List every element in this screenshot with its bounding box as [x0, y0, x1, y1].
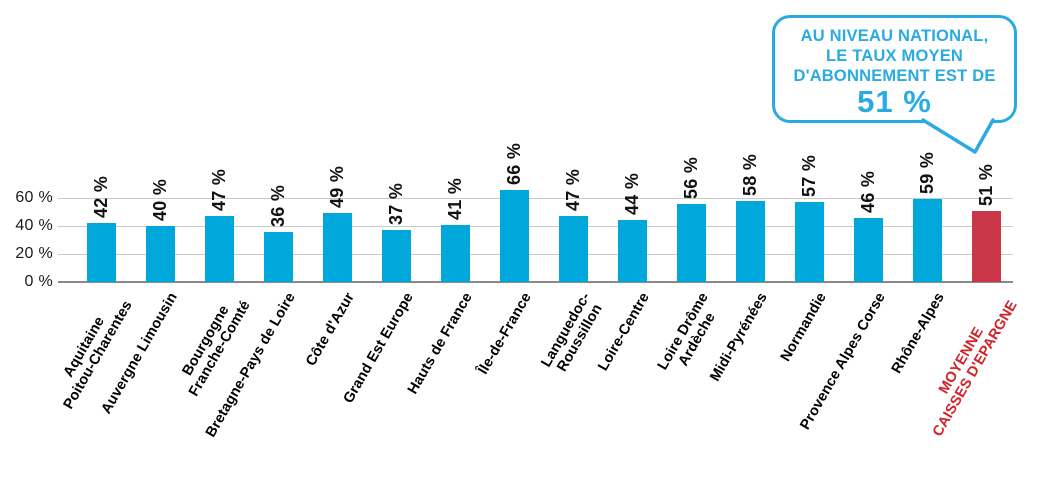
bar-value-label: 56 % — [681, 156, 701, 199]
y-axis-tick-label: 20 % — [15, 245, 53, 262]
bar — [322, 213, 352, 282]
bar — [204, 216, 234, 282]
category-label: Côte d'Azur — [303, 290, 358, 369]
bar — [735, 200, 765, 282]
bar — [263, 231, 293, 282]
bar — [853, 217, 883, 282]
bar — [145, 226, 175, 282]
bar-value-label: 66 % — [504, 142, 524, 185]
gridline — [58, 198, 1013, 199]
category-label: Normandie — [777, 290, 830, 365]
bar — [558, 216, 588, 282]
bar-value-label: 40 % — [150, 178, 170, 221]
bar — [676, 203, 706, 282]
bar-moyenne-caisses-depargne — [971, 210, 1001, 282]
bar — [86, 223, 116, 282]
bar-value-label: 36 % — [268, 184, 288, 227]
callout-value: 51 % — [857, 84, 932, 119]
callout-line-1: AU NIVEAU NATIONAL, — [800, 27, 989, 45]
bar-value-label: 46 % — [858, 170, 878, 213]
callout-line-3: D'ABONNEMENT EST DE — [793, 67, 996, 85]
bar-value-label: 51 % — [976, 163, 996, 206]
gridline — [58, 226, 1013, 227]
y-axis-tick-label: 60 % — [15, 189, 53, 206]
bar-value-label: 42 % — [91, 175, 111, 219]
category-label: Rhône-Alpes — [888, 290, 948, 377]
y-axis-tick-label: 0 % — [24, 273, 53, 290]
bar-value-label: 47 % — [563, 168, 583, 212]
bar-value-label: 41 % — [445, 177, 465, 220]
bar-value-label: 44 % — [622, 173, 642, 216]
bar-value-label: 59 % — [917, 152, 937, 195]
bar-value-label: 47 % — [209, 168, 229, 212]
callout-line-2: LE TAUX MOYEN — [825, 47, 964, 65]
bar-value-label: 57 % — [799, 154, 819, 198]
gridline — [58, 254, 1013, 255]
bar — [440, 224, 470, 282]
bar — [499, 189, 529, 282]
y-axis-tick-label: 40 % — [15, 217, 53, 234]
bar — [381, 230, 411, 282]
category-label: Loire-Centre — [595, 290, 653, 374]
bar-value-label: 58 % — [740, 153, 760, 196]
bar — [794, 202, 824, 282]
bar — [912, 199, 942, 282]
bar — [617, 220, 647, 282]
category-label: Hauts de France — [404, 290, 476, 398]
bar-value-label: 37 % — [386, 182, 406, 226]
category-label: Île-de-France — [475, 290, 535, 378]
x-axis-line — [58, 281, 1013, 283]
bar-value-label: 49 % — [327, 166, 347, 209]
national-average-callout: AU NIVEAU NATIONAL, LE TAUX MOYEN D'ABON… — [772, 15, 1017, 123]
